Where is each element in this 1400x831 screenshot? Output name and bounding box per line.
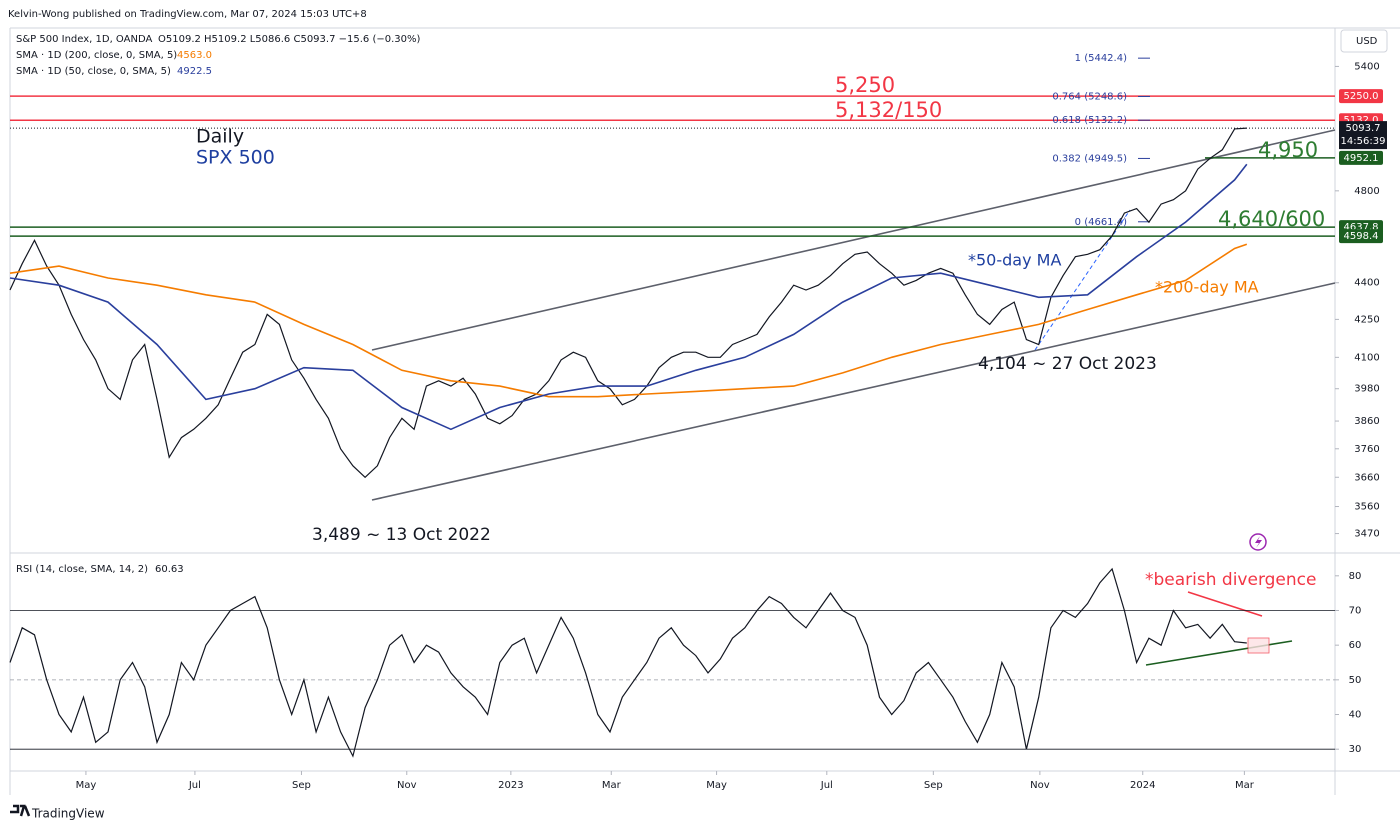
currency-box[interactable]: [1340, 29, 1388, 53]
annotation: SPX 500: [196, 147, 275, 169]
y-tick-label: 3980: [1354, 384, 1379, 395]
price-line: [9, 127, 1247, 479]
y-tick-label: 4800: [1354, 186, 1379, 197]
annotation: 5,250: [835, 73, 895, 97]
x-tick-label: May: [76, 780, 97, 791]
currency: USD: [1356, 36, 1378, 47]
x-tick-label: May: [706, 780, 727, 791]
annotation: 3,489 ~ 13 Oct 2022: [312, 525, 491, 545]
y-tick-label: 4400: [1354, 278, 1379, 289]
level-label: 4637.8: [1344, 222, 1379, 233]
x-tick-label: Mar: [602, 780, 622, 791]
ma-legend-value: 4563.0: [177, 50, 212, 61]
last-price-tag: [1339, 121, 1387, 150]
annotation: *50-day MA: [968, 251, 1061, 270]
alert-bolt: [1255, 536, 1262, 548]
annotation: *200-day MA: [1155, 278, 1259, 297]
y-tick-label: 5400: [1354, 61, 1379, 72]
level-label: 4952.1: [1344, 153, 1379, 164]
highlight-box: [1247, 637, 1270, 654]
alert-icon[interactable]: [1249, 533, 1267, 551]
x-tick-label: 2024: [1130, 780, 1155, 791]
ohlc-values: O5109.2 H5109.2 L5086.6 C5093.7 −15.6 (−…: [158, 34, 420, 45]
annotation: 5,132/150: [835, 98, 942, 122]
last-price-label: 5093.7: [1346, 123, 1381, 134]
rsi-legend-value: 60.63: [155, 564, 184, 575]
footer-brand: TradingView: [31, 807, 105, 821]
rsi-legend: RSI (14, close, SMA, 14, 2): [16, 564, 148, 575]
y-tick-label: 40: [1349, 710, 1362, 721]
logo: [10, 804, 31, 817]
level-label: 5132.0: [1344, 115, 1379, 126]
ma-line: [9, 243, 1248, 398]
x-tick-label: Mar: [1235, 780, 1255, 791]
annotation: 4,950: [1258, 138, 1318, 162]
ma-legend: SMA · 1D (50, close, 0, SMA, 5): [16, 66, 171, 77]
y-tick-label: 70: [1349, 605, 1362, 616]
x-tick-label: Nov: [397, 780, 417, 791]
x-tick-label: Nov: [1030, 780, 1050, 791]
fib-label: 0.382 (4949.5): [1052, 153, 1127, 164]
level-tag: [1339, 150, 1383, 165]
y-tick-label: 3860: [1354, 416, 1379, 427]
y-tick-label: 50: [1349, 675, 1362, 686]
y-tick-label: 4100: [1354, 352, 1379, 363]
fib-label: 0.618 (5132.2): [1052, 115, 1127, 126]
annotation: *bearish divergence: [1145, 570, 1316, 590]
countdown: 14:56:39: [1341, 136, 1386, 147]
y-tick-label: 60: [1349, 640, 1362, 651]
ma-legend-value: 4922.5: [177, 66, 212, 77]
level-tag: [1339, 229, 1383, 244]
fib-label: 0.764 (5248.6): [1052, 91, 1127, 102]
y-tick-label: 3660: [1354, 472, 1379, 483]
annotation: 4,640/600: [1218, 207, 1325, 231]
fib-trend: [1034, 209, 1131, 351]
x-tick-label: 2023: [498, 780, 523, 791]
annotation: 4,104 ~ 27 Oct 2023: [978, 354, 1157, 374]
symbol-legend: S&P 500 Index, 1D, OANDA: [16, 34, 152, 45]
x-tick-label: Sep: [292, 780, 311, 791]
divergence-line: [1187, 591, 1263, 617]
ma-legend: SMA · 1D (200, close, 0, SMA, 5): [16, 50, 177, 61]
level-label: 4598.4: [1344, 231, 1379, 242]
publisher: Kelvin-Wong published on TradingView.com…: [8, 9, 367, 20]
fib-label: 0 (4661.4): [1075, 217, 1127, 228]
price-line: [9, 567, 1247, 758]
y-tick-label: 3760: [1354, 444, 1379, 455]
ma-line: [9, 163, 1248, 431]
y-tick-label: 4250: [1354, 314, 1379, 325]
y-tick-label: 80: [1349, 571, 1362, 582]
x-tick-label: Jul: [188, 780, 201, 791]
x-tick-label: Jul: [820, 780, 833, 791]
channel-lower: [371, 282, 1336, 501]
y-tick-label: 3470: [1354, 529, 1379, 540]
annotation: Daily: [196, 126, 244, 148]
y-tick-label: 30: [1349, 744, 1362, 755]
x-tick-label: Sep: [924, 780, 943, 791]
y-tick-label: 3560: [1354, 502, 1379, 513]
channel-upper: [371, 129, 1336, 351]
level-tag: [1339, 89, 1383, 104]
fib-label: 1 (5442.4): [1075, 53, 1127, 64]
level-label: 5250.0: [1344, 91, 1379, 102]
